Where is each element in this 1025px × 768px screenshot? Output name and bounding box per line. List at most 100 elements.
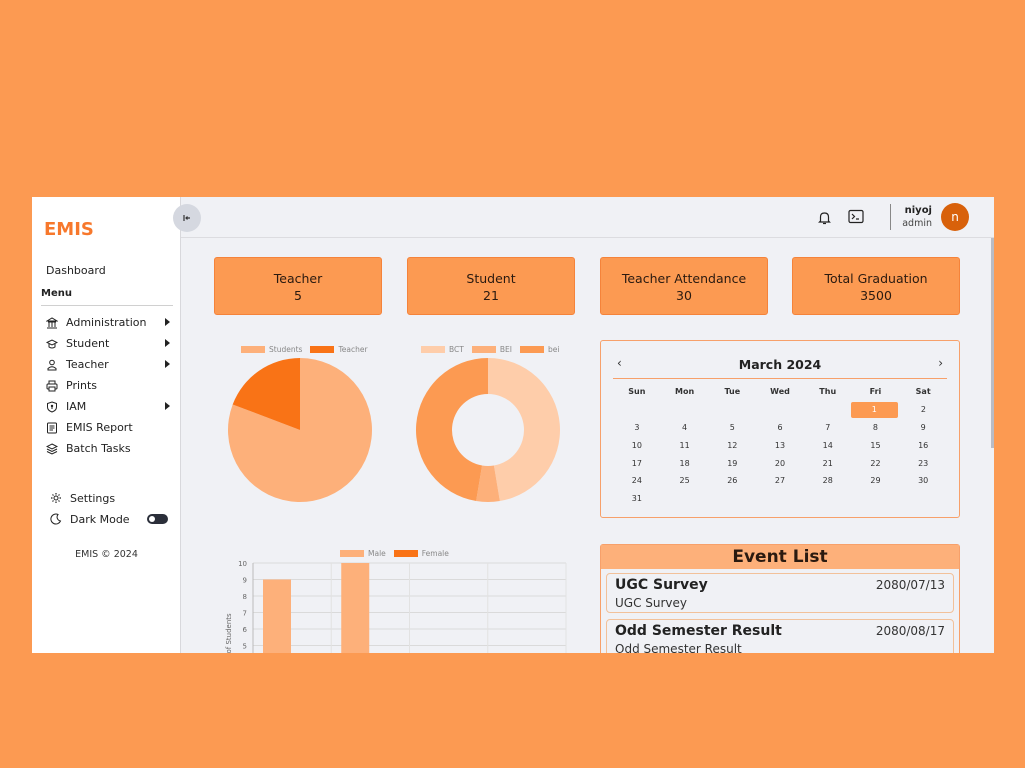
calendar-week-row: 17 18 19 20 21 22 23: [613, 454, 947, 472]
weekday-label: Wed: [770, 387, 790, 397]
calendar-day[interactable]: 7: [825, 422, 831, 432]
legend-item[interactable]: Female: [393, 549, 449, 558]
sidebar-item-label: Batch Tasks: [66, 442, 131, 455]
sidebar-item-student[interactable]: Student: [46, 333, 172, 354]
calendar-day[interactable]: 30: [918, 476, 929, 486]
card-title: Teacher Attendance: [621, 271, 747, 286]
calendar-day[interactable]: 10: [631, 440, 642, 450]
calendar-day[interactable]: 18: [679, 458, 690, 468]
legend-item[interactable]: bei: [519, 345, 560, 354]
user-name: niyoj: [904, 205, 932, 216]
calendar-day[interactable]: 21: [822, 458, 833, 468]
calendar-day[interactable]: 25: [679, 476, 690, 486]
calendar-grid: Sun Mon Tue Wed Thu Fri Sat 1 2 3 4 5 6 7 8 9 10 11 12 13 14…: [613, 383, 947, 508]
calendar-day[interactable]: 22: [870, 458, 881, 468]
calendar-day[interactable]: 29: [870, 476, 881, 486]
legend-item[interactable]: Male: [340, 549, 386, 558]
calendar-day[interactable]: 11: [679, 440, 690, 450]
y-tick-label: 8: [243, 593, 247, 601]
calendar-next-button[interactable]: ›: [938, 356, 943, 370]
calendar-day[interactable]: 15: [870, 440, 881, 450]
calendar-day[interactable]: 19: [727, 458, 738, 468]
sidebar-item-batch-tasks[interactable]: Batch Tasks: [46, 438, 172, 459]
sidebar-item-settings[interactable]: Settings: [50, 490, 115, 506]
legend-swatch: [421, 346, 445, 353]
legend-label: BEI: [499, 345, 512, 354]
stat-card-total-graduation[interactable]: Total Graduation 3500: [792, 257, 960, 315]
legend-label: bei: [547, 345, 560, 354]
sidebar-item-teacher[interactable]: Teacher: [46, 354, 172, 375]
topbar: niyoj admin n: [173, 197, 994, 238]
card-title: Total Graduation: [824, 271, 928, 286]
calendar-day[interactable]: 31: [631, 494, 642, 504]
stat-card-teacher-attendance[interactable]: Teacher Attendance 30: [600, 257, 768, 315]
shield-icon: [47, 400, 57, 413]
bar-male[interactable]: [341, 563, 370, 653]
calendar-day[interactable]: 28: [822, 476, 833, 486]
calendar-day[interactable]: 24: [631, 476, 642, 486]
calendar-day[interactable]: 9: [920, 422, 926, 432]
moon-icon: [50, 513, 62, 525]
sidebar-item-prints[interactable]: Prints: [46, 375, 172, 396]
sidebar-item-label: IAM: [66, 400, 87, 413]
pie-slice-bct[interactable]: [488, 358, 560, 502]
pie-slice-bei[interactable]: [416, 358, 488, 502]
calendar-prev-button[interactable]: ‹: [617, 356, 622, 370]
calendar-day[interactable]: 14: [822, 440, 833, 450]
calendar-day[interactable]: 2: [920, 405, 926, 415]
event-list-title: Event List: [601, 545, 959, 569]
terminal-icon[interactable]: [848, 209, 864, 224]
avatar[interactable]: n: [941, 203, 969, 231]
menu-divider: [41, 305, 173, 306]
dark-mode-toggle[interactable]: [147, 514, 168, 524]
sidebar-item-emis-report[interactable]: EMIS Report: [46, 417, 172, 438]
calendar-day[interactable]: 5: [729, 422, 735, 432]
collapse-icon: [183, 215, 190, 221]
pie-slice-teacher[interactable]: [232, 358, 300, 430]
calendar-day[interactable]: 16: [918, 440, 929, 450]
weekday-label: Tue: [724, 387, 741, 397]
legend-swatch: [393, 550, 418, 557]
calendar-day[interactable]: 3: [634, 422, 640, 432]
calendar-day[interactable]: 8: [872, 422, 878, 432]
calendar-day[interactable]: 1: [850, 401, 898, 418]
stat-card-student[interactable]: Student 21: [407, 257, 575, 315]
sidebar-nav: Administration Student Teacher Prints IA…: [46, 312, 172, 459]
event-title: Odd Semester Result: [615, 623, 782, 639]
legend-item[interactable]: Students: [241, 345, 302, 354]
calendar-weekday-row: Sun Mon Tue Wed Thu Fri Sat: [613, 383, 947, 401]
legend-item[interactable]: BCT: [421, 345, 464, 354]
sidebar-item-label: Teacher: [66, 358, 109, 371]
legend-item[interactable]: BEI: [471, 345, 512, 354]
event-item[interactable]: UGC Survey 2080/07/13 UGC Survey: [606, 573, 954, 613]
bar-male[interactable]: [263, 579, 291, 654]
calendar-day[interactable]: 13: [774, 440, 786, 450]
calendar-day[interactable]: 4: [682, 422, 688, 432]
calendar-day[interactable]: 26: [727, 476, 738, 486]
calendar-day[interactable]: 20: [774, 458, 786, 468]
bank-icon: [46, 316, 58, 328]
calendar-day[interactable]: 27: [774, 476, 786, 486]
sidebar-item-dashboard[interactable]: Dashboard: [46, 264, 106, 277]
stat-card-teacher[interactable]: Teacher 5: [214, 257, 382, 315]
dark-mode-label: Dark Mode: [70, 512, 130, 526]
calendar-day[interactable]: 23: [918, 458, 929, 468]
donut-legend: BCT BEI bei: [421, 345, 567, 354]
settings-label: Settings: [70, 491, 116, 505]
calendar-day[interactable]: 17: [631, 458, 642, 468]
bar-legend: Male Female: [340, 549, 457, 558]
collapse-sidebar-button[interactable]: [173, 204, 201, 232]
bell-icon[interactable]: [817, 210, 832, 225]
weekday-label: Sat: [915, 387, 931, 397]
pie-slice-bei[interactable]: [476, 465, 500, 503]
sidebar-item-administration[interactable]: Administration: [46, 312, 172, 333]
legend-swatch: [340, 550, 364, 557]
event-item[interactable]: Odd Semester Result 2080/08/17 Odd Semes…: [606, 619, 954, 653]
calendar-day[interactable]: 6: [777, 422, 783, 432]
sidebar-item-iam[interactable]: IAM: [46, 396, 172, 417]
brand-logo[interactable]: EMIS: [44, 219, 94, 240]
students-teacher-pie-chart: [228, 358, 372, 502]
calendar-day[interactable]: 12: [727, 440, 738, 450]
scrollbar[interactable]: [991, 238, 994, 448]
legend-item[interactable]: Teacher: [310, 345, 368, 354]
